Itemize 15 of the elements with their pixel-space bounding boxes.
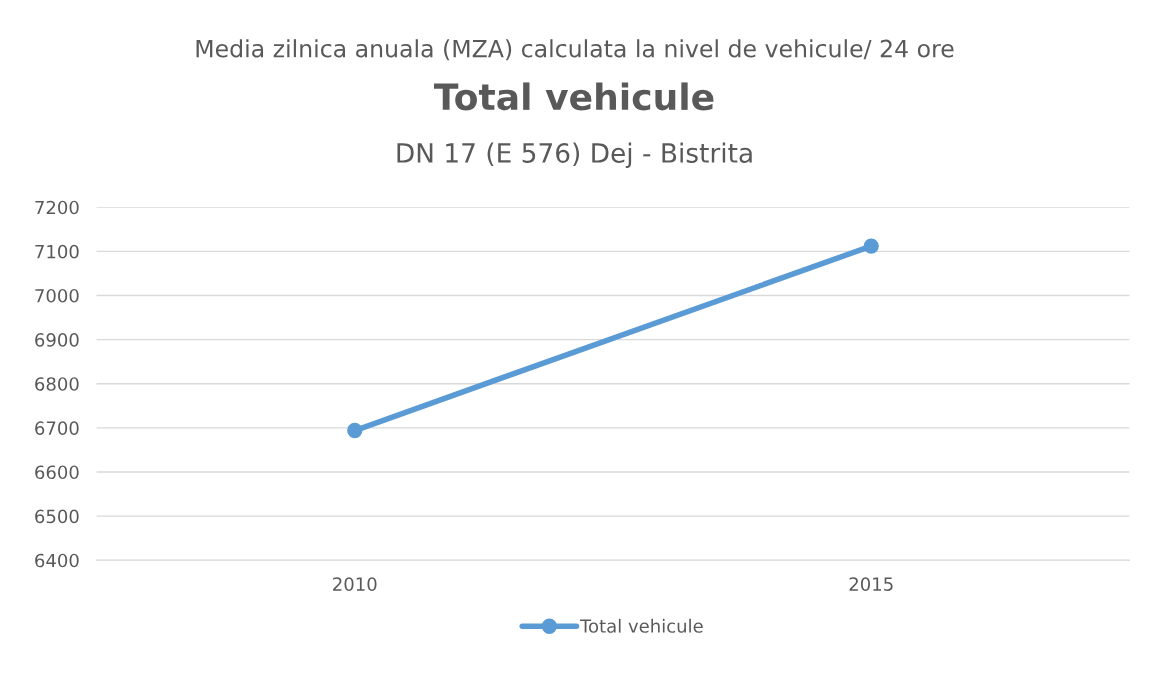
text: Media zilnica anuala (MZA) calculata la nivel de vehicule/ 24 ore [196, 39, 954, 61]
y-tick-label: 7200 [35, 200, 79, 215]
y-tick-label: 6700 [35, 421, 79, 435]
x-tick-label: 2010 [333, 577, 377, 591]
y-tick-label: 6900 [35, 333, 79, 347]
x-tick-label: 2015 [849, 577, 893, 591]
y-tick-label: 7000 [35, 288, 79, 303]
y-tick-label: 6600 [35, 465, 79, 480]
y-tick-label: 6800 [35, 377, 79, 391]
chart-title: Total vehicule [434, 82, 714, 111]
y-tick-label: 6500 [35, 509, 79, 524]
y-tick-label: 7100 [35, 244, 79, 259]
chart-subtitle: DN 17 (E 576) Dej - Bistrita [397, 142, 752, 169]
y-tick-label: 6400 [35, 553, 79, 568]
legend-label: Total vehicule [580, 618, 703, 633]
